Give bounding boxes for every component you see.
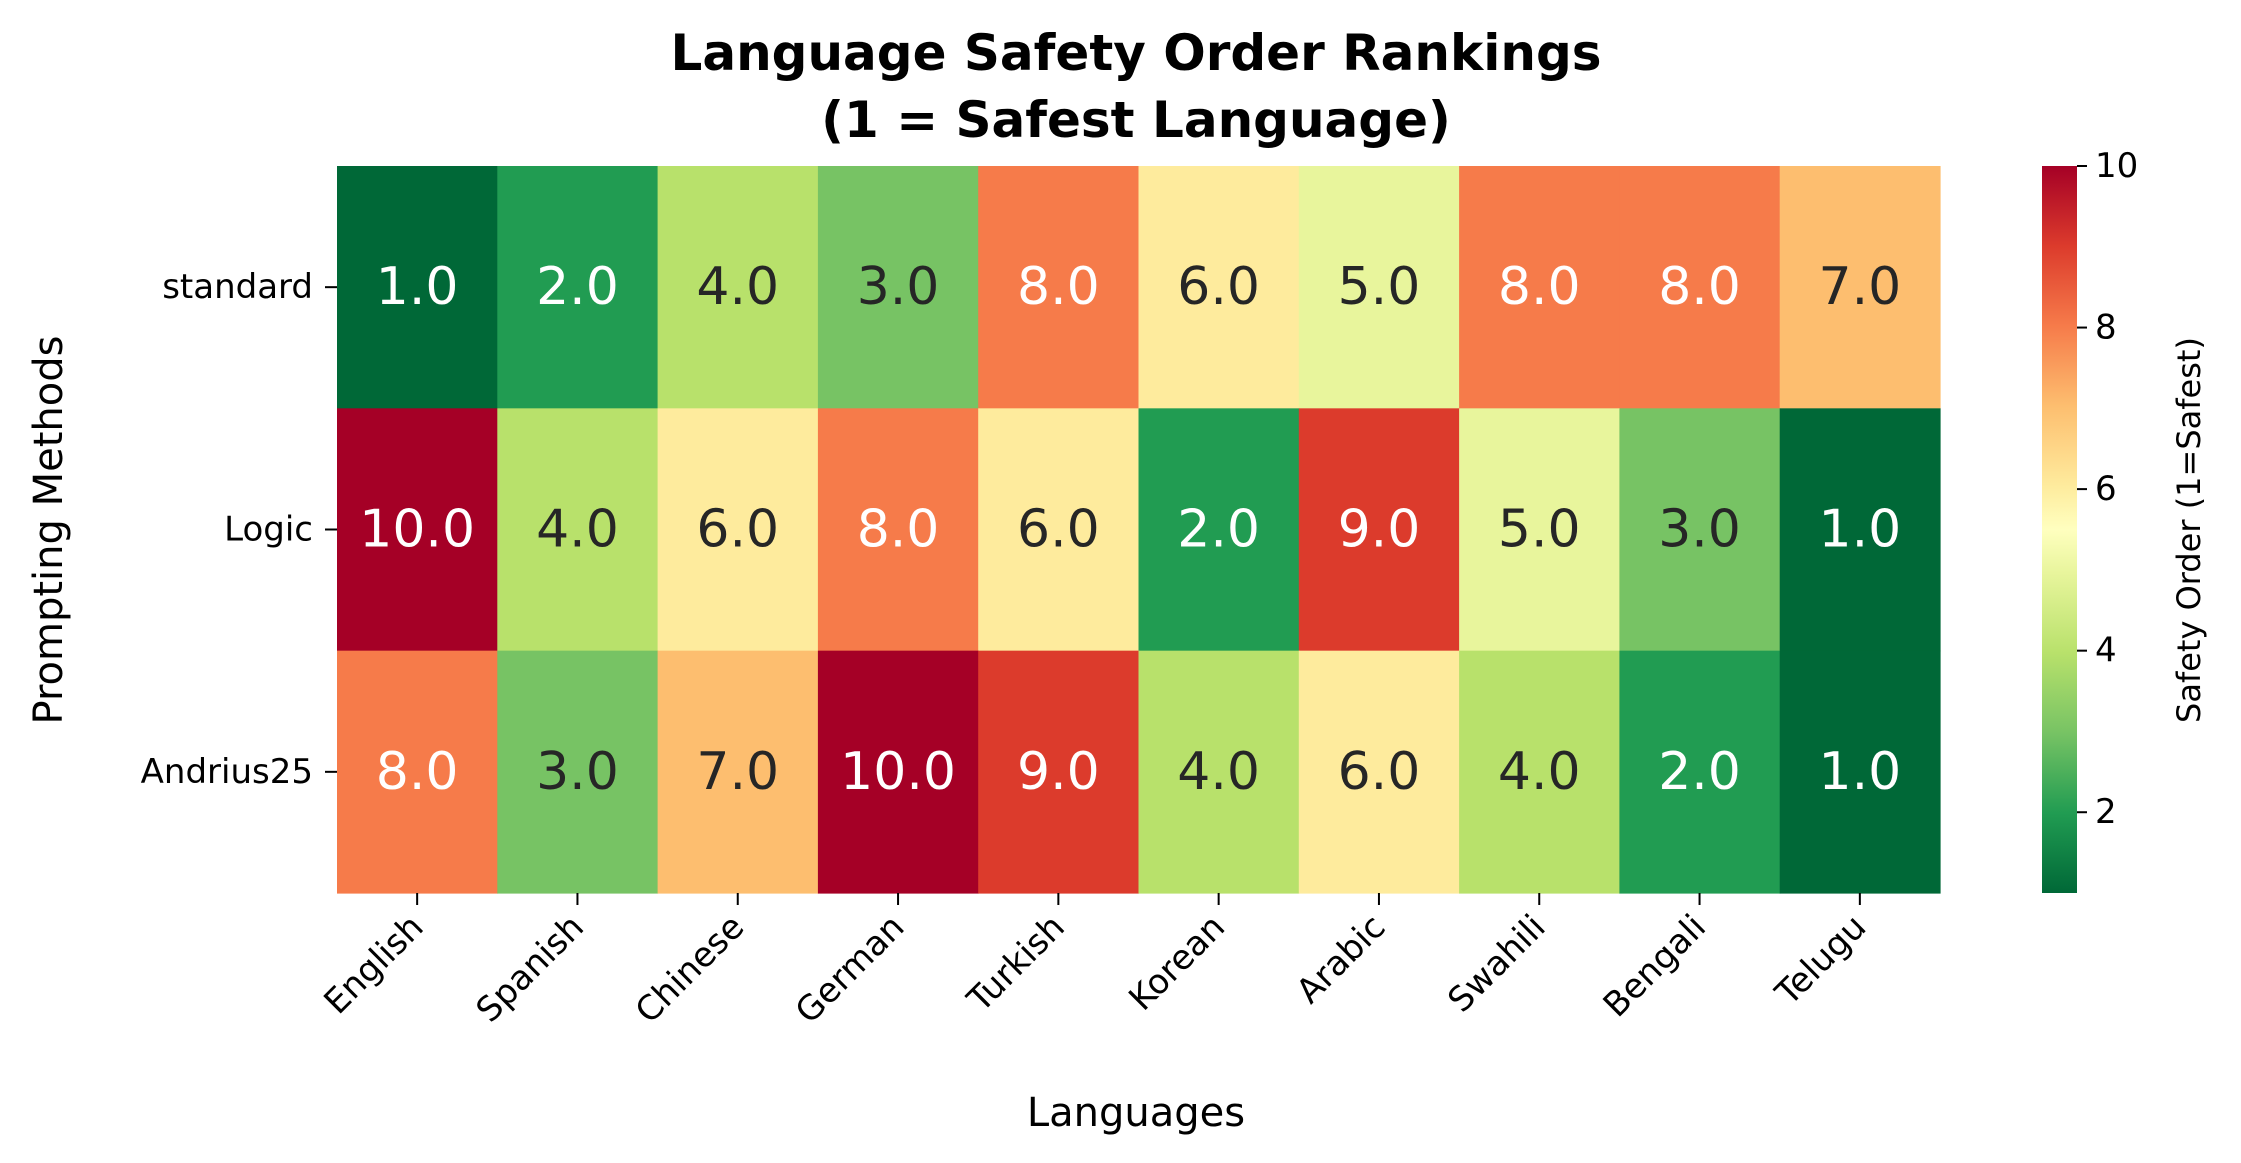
colorbar-tick-label: 4 (2095, 631, 2117, 671)
colorbar-tick-label: 6 (2095, 469, 2117, 509)
heatmap-cell (337, 650, 498, 894)
y-tick-label: Andrius25 (141, 752, 313, 792)
colorbar (2042, 166, 2077, 893)
cell-value-label: 7.0 (696, 742, 779, 802)
cell-value-label: 6.0 (696, 500, 779, 560)
cell-value-label: 1.0 (1818, 500, 1901, 560)
heatmap-cell (1138, 650, 1300, 894)
heatmap-cell (1779, 408, 1941, 652)
heatmap-cell (1138, 166, 1300, 409)
heatmap-cell (978, 166, 1140, 409)
x-tick-label: Bengali (1596, 907, 1714, 1025)
heatmap-cell (657, 408, 819, 652)
cell-value-label: 10.0 (840, 742, 956, 802)
heatmap-cell (337, 166, 498, 409)
heatmap-cell (1459, 408, 1620, 652)
cell-value-label: 8.0 (1658, 257, 1741, 317)
cell-value-label: 5.0 (1498, 500, 1581, 560)
heatmap-cells: 1.0 2.0 4.0 3.0 8.0 6.0 5.0 8.0 8.0 7.0 10.0 4.0 6.0… (337, 166, 1941, 894)
chart-title-line2: (1 = Safest Language) (821, 91, 1451, 149)
heatmap-cell (1459, 650, 1620, 894)
cell-value-label: 3.0 (1658, 500, 1741, 560)
heatmap-cell (1619, 408, 1781, 652)
x-tick-label: Korean (1121, 907, 1233, 1019)
colorbar-ticks: 2 4 6 8 10 (2077, 146, 2138, 832)
colorbar-tick-label: 8 (2095, 308, 2117, 348)
y-tick-label: standard (162, 267, 313, 307)
cell-value-label: 9.0 (1338, 500, 1421, 560)
cell-value-label: 8.0 (1498, 257, 1581, 317)
cell-value-label: 10.0 (359, 500, 475, 560)
x-tick-label: Arabic (1289, 907, 1394, 1012)
heatmap-cell (1459, 166, 1620, 409)
x-tick-label: Turkish (959, 907, 1073, 1021)
heatmap-cell (497, 650, 659, 894)
cell-value-label: 4.0 (536, 500, 619, 560)
cell-value-label: 5.0 (1338, 257, 1421, 317)
cell-value-label: 6.0 (1177, 257, 1260, 317)
x-tick-label: German (788, 907, 913, 1032)
heatmap-cell (497, 408, 659, 652)
chart-title-line1: Language Safety Order Rankings (670, 24, 1601, 82)
cell-value-label: 7.0 (1818, 257, 1901, 317)
heatmap-cell (1779, 166, 1941, 409)
cell-value-label: 1.0 (1818, 742, 1901, 802)
cell-value-label: 4.0 (696, 257, 779, 317)
cell-value-label: 9.0 (1017, 742, 1100, 802)
cell-value-label: 8.0 (1017, 257, 1100, 317)
heatmap-cell (1138, 408, 1300, 652)
cell-value-label: 8.0 (376, 742, 459, 802)
cell-value-label: 3.0 (857, 257, 940, 317)
x-tick-label: Spanish (469, 907, 592, 1030)
cell-value-label: 4.0 (1498, 742, 1581, 802)
x-axis-label: Languages (1027, 1090, 1245, 1136)
colorbar-label: Safety Order (1=Safest) (2170, 337, 2208, 723)
heatmap-cell (817, 650, 979, 894)
heatmap-cell (657, 166, 819, 409)
colorbar-tick-label: 2 (2095, 792, 2117, 832)
heatmap-cell (1298, 650, 1460, 894)
cell-value-label: 3.0 (536, 742, 619, 802)
y-axis-label: Prompting Methods (26, 336, 72, 725)
heatmap-cell (1619, 166, 1781, 409)
cell-value-label: 8.0 (857, 500, 940, 560)
y-axis-ticks: standard Logic Andrius25 (141, 267, 337, 792)
cell-value-label: 4.0 (1177, 742, 1260, 802)
cell-value-label: 6.0 (1338, 742, 1421, 802)
heatmap-cell (817, 408, 979, 652)
x-tick-label: Telugu (1767, 907, 1874, 1014)
cell-value-label: 2.0 (536, 257, 619, 317)
cell-value-label: 6.0 (1017, 500, 1100, 560)
colorbar-tick-label: 10 (2095, 146, 2138, 186)
heatmap-cell (1298, 408, 1460, 652)
cell-value-label: 2.0 (1658, 742, 1741, 802)
heatmap-cell (1298, 166, 1460, 409)
heatmap-cell (337, 408, 498, 652)
x-tick-label: Chinese (628, 907, 752, 1031)
heatmap-cell (1619, 650, 1781, 894)
heatmap-cell (978, 650, 1140, 894)
cell-value-label: 1.0 (376, 257, 459, 317)
heatmap-cell (497, 166, 659, 409)
x-axis-ticks: English Spanish Chinese German Turkish Korean… (316, 893, 1874, 1032)
x-tick-label: English (316, 907, 431, 1022)
y-tick-label: Logic (224, 510, 313, 550)
heatmap-cell (657, 650, 819, 894)
heatmap-cell (978, 408, 1140, 652)
cell-value-label: 2.0 (1177, 500, 1260, 560)
heatmap-cell (817, 166, 979, 409)
x-tick-label: Swahili (1440, 907, 1553, 1020)
heatmap-cell (1779, 650, 1941, 894)
